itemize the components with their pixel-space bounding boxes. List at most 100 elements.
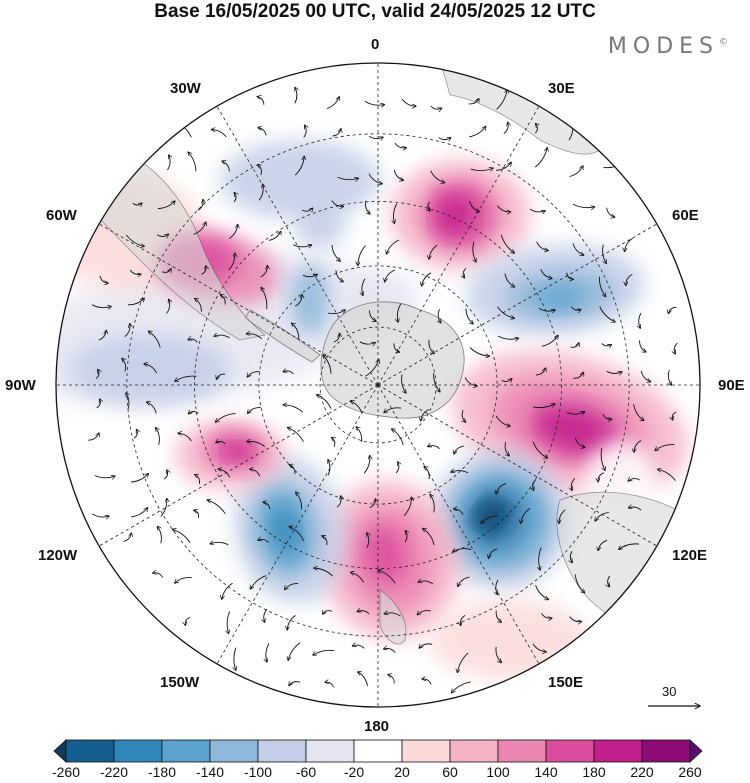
wind-vector-arrow bbox=[234, 647, 236, 671]
wind-vector-arrow bbox=[363, 456, 370, 474]
wind-vector-arrow bbox=[464, 377, 477, 386]
wind-vector-arrow bbox=[350, 401, 363, 414]
wind-vector-arrow bbox=[573, 372, 583, 379]
wind-vector-arrow bbox=[572, 243, 584, 255]
wind-vector-arrow bbox=[422, 679, 432, 685]
wind-vector-arrow bbox=[430, 170, 445, 183]
colorbar-segment bbox=[641, 739, 691, 763]
wind-vector-arrow bbox=[211, 130, 227, 138]
wind-vector-arrow bbox=[541, 613, 553, 618]
wind-vector-arrow bbox=[122, 358, 126, 372]
wind-vector-arrow bbox=[216, 373, 226, 379]
meridian-label-150e: 150E bbox=[548, 674, 584, 691]
wind-vector-arrow bbox=[248, 407, 261, 414]
anomaly-blob bbox=[437, 195, 473, 235]
anomaly-blob bbox=[272, 508, 298, 552]
antarctic-peninsula bbox=[244, 309, 321, 363]
colorbar-segment bbox=[353, 739, 403, 763]
wind-vector-arrow bbox=[160, 498, 167, 517]
colorbar-segment bbox=[401, 739, 451, 763]
wind-vector-arrow bbox=[130, 508, 148, 518]
colorbar-tick-label: -180 bbox=[147, 764, 177, 780]
colorbar-tick-label: -260 bbox=[51, 764, 81, 780]
wind-vector-arrow bbox=[288, 642, 301, 661]
meridian-label-180: 180 bbox=[364, 718, 390, 735]
colorbar-tick-label: 140 bbox=[534, 764, 558, 780]
anomaly-blob bbox=[226, 444, 250, 460]
meridian-label-90w: 90W bbox=[5, 377, 36, 394]
wind-vector-arrow bbox=[497, 335, 519, 339]
colorbar-segment bbox=[257, 739, 307, 763]
meridian-label-60e: 60E bbox=[672, 207, 699, 224]
reference-vector-label: 30 bbox=[662, 684, 677, 699]
colorbar-tick-labels: -260 -220 -180 -140 -100 -60 -20 20 60 100 140 180 2… bbox=[0, 764, 750, 783]
wind-vectors bbox=[88, 87, 678, 693]
latitude-circle bbox=[194, 201, 562, 569]
colorbar-tick-label: -20 bbox=[343, 764, 365, 780]
wind-vector-arrow bbox=[559, 509, 566, 524]
wind-vector-arrow bbox=[335, 270, 343, 282]
wind-vector-arrow bbox=[188, 412, 199, 414]
wind-vector-arrow bbox=[130, 473, 148, 483]
wind-vector-arrow bbox=[595, 512, 609, 522]
wind-vector-arrow bbox=[668, 306, 677, 313]
meridian-label-30w: 30W bbox=[170, 80, 201, 97]
colorbar-segment bbox=[449, 739, 499, 763]
wind-vector-arrow bbox=[201, 266, 207, 275]
wind-vector-arrow bbox=[385, 269, 396, 282]
wind-vector-arrow bbox=[365, 359, 379, 377]
wind-vector-arrow bbox=[598, 472, 604, 482]
wind-vector-arrow bbox=[313, 649, 335, 655]
wind-vector-arrow bbox=[220, 295, 226, 305]
wind-vector-arrow bbox=[496, 579, 499, 595]
wind-vector-arrow bbox=[504, 273, 515, 288]
wind-vector-arrow bbox=[332, 129, 341, 137]
wind-vector-arrow bbox=[215, 413, 236, 423]
wind-vector-arrow bbox=[433, 372, 441, 392]
anomaly-blob bbox=[290, 265, 330, 335]
colorbar-min-extension bbox=[53, 739, 67, 763]
wind-vector-arrow bbox=[495, 415, 510, 427]
wind-vector-arrow bbox=[266, 643, 270, 662]
wind-vector-arrow bbox=[470, 168, 493, 171]
wind-vector-arrow bbox=[96, 399, 101, 409]
anomaly-blob bbox=[362, 525, 408, 585]
wind-vector-arrow bbox=[570, 306, 581, 311]
wind-vector-arrow bbox=[535, 123, 537, 134]
wind-vector-arrow bbox=[368, 173, 382, 184]
latitude-circle bbox=[258, 265, 498, 505]
wind-vector-arrow bbox=[263, 502, 271, 510]
latitude-circle bbox=[126, 133, 630, 637]
wind-vector-arrow bbox=[574, 437, 585, 447]
wind-vector-arrow bbox=[599, 306, 616, 323]
wind-vector-arrow bbox=[188, 339, 198, 343]
wind-vector-arrow bbox=[655, 444, 675, 451]
wind-vector-arrow bbox=[539, 547, 542, 571]
wind-vector-arrow bbox=[598, 539, 608, 550]
wind-vector-arrow bbox=[194, 510, 200, 518]
wind-vector-arrow bbox=[503, 122, 508, 134]
wind-vector-arrow bbox=[157, 526, 162, 544]
wind-vector-arrow bbox=[369, 135, 383, 138]
colorbar-tick-label: 60 bbox=[442, 764, 458, 780]
wind-vector-arrow bbox=[95, 369, 99, 379]
wind-vector-arrow bbox=[124, 324, 130, 337]
colorbar-tick-label: -60 bbox=[295, 764, 317, 780]
wind-vector-arrow bbox=[569, 616, 582, 622]
wind-vector-arrow bbox=[395, 462, 399, 474]
colorbar-max-extension bbox=[689, 739, 703, 763]
wind-vector-arrow bbox=[451, 471, 469, 474]
wind-vector-arrow bbox=[148, 331, 161, 348]
wind-vector-arrow bbox=[153, 573, 164, 578]
wind-vector-arrow bbox=[535, 368, 546, 376]
wind-vector-arrow bbox=[358, 672, 368, 687]
wind-vector-arrow bbox=[250, 575, 267, 590]
wind-vector-arrow bbox=[195, 475, 201, 484]
colorbar-tick-label: -140 bbox=[195, 764, 225, 780]
wind-vector-arrow bbox=[392, 429, 404, 446]
brand-mark: © bbox=[719, 37, 728, 48]
wind-vector-arrow bbox=[481, 515, 498, 524]
wind-vector-arrow bbox=[247, 441, 266, 447]
wind-vector-arrow bbox=[535, 585, 549, 599]
